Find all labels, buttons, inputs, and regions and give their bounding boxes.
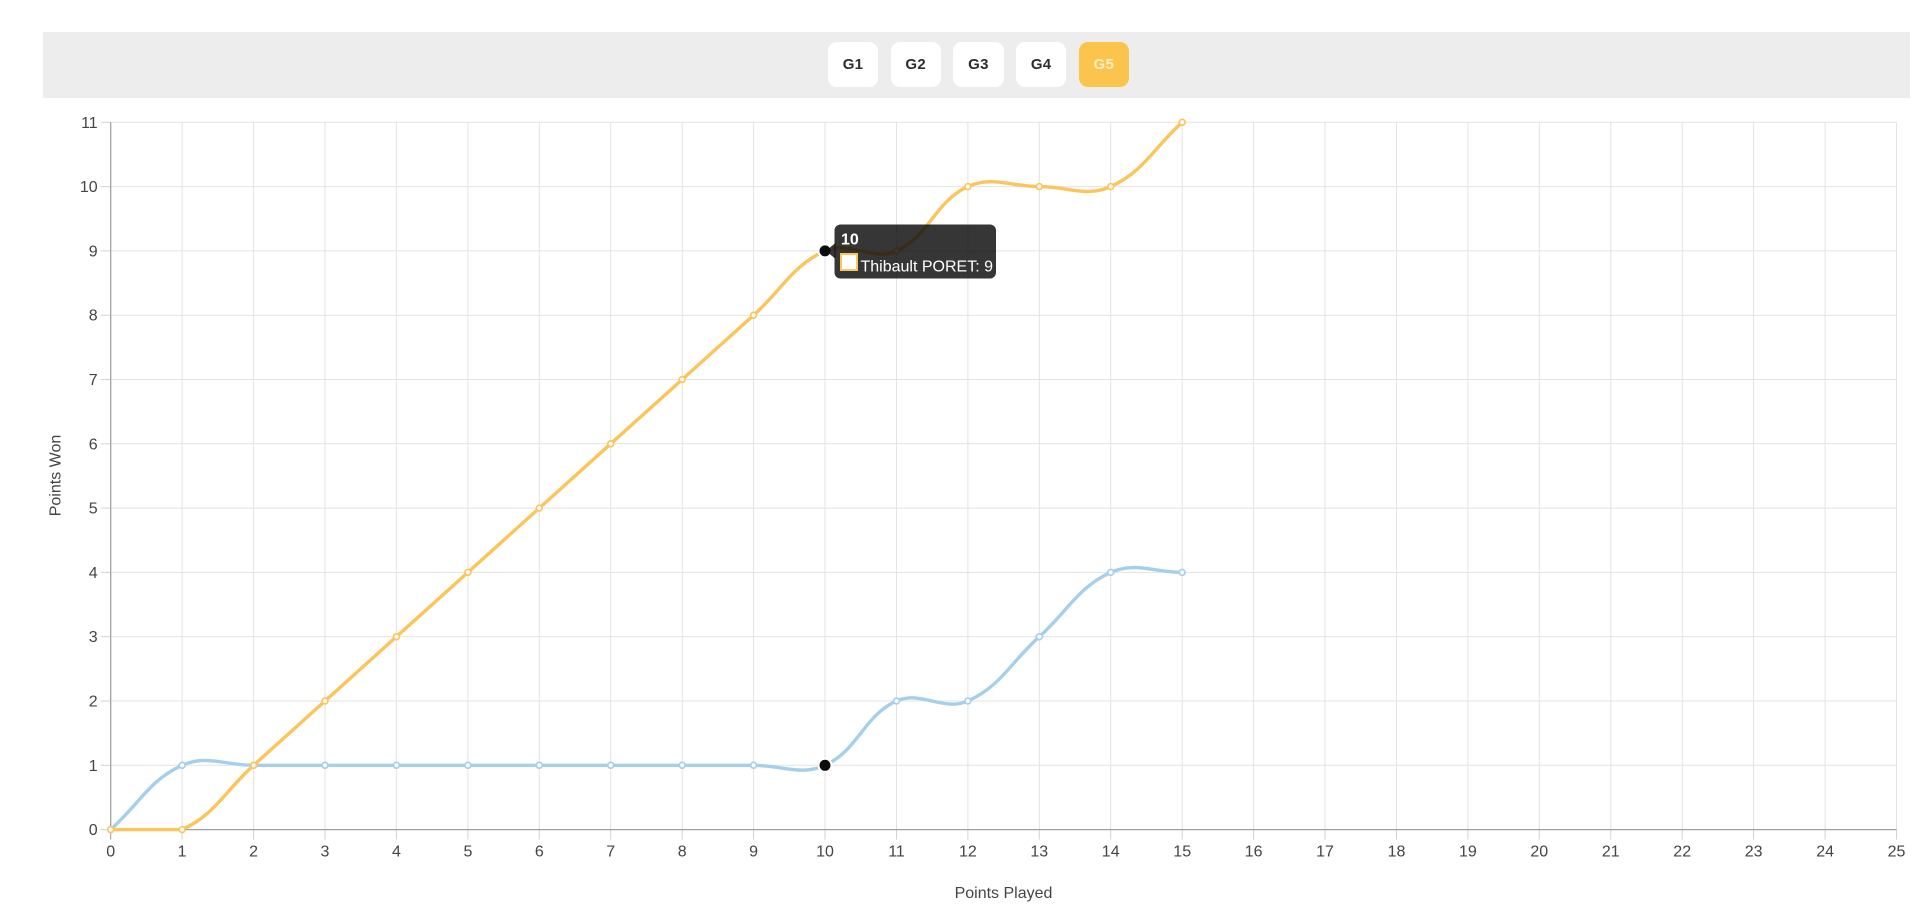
svg-text:11: 11 (888, 844, 905, 861)
svg-text:3: 3 (89, 629, 98, 646)
svg-text:4: 4 (89, 565, 98, 582)
svg-text:19: 19 (1459, 844, 1477, 861)
svg-text:7: 7 (89, 372, 98, 389)
svg-text:16: 16 (1245, 844, 1263, 861)
svg-text:10: 10 (841, 232, 859, 249)
svg-text:5: 5 (89, 501, 98, 518)
svg-text:17: 17 (1316, 844, 1334, 861)
svg-text:21: 21 (1602, 844, 1620, 861)
svg-text:9: 9 (89, 243, 98, 260)
svg-text:22: 22 (1673, 844, 1691, 861)
svg-text:5: 5 (463, 844, 472, 861)
svg-text:0: 0 (106, 844, 115, 861)
svg-text:12: 12 (959, 844, 977, 861)
svg-text:Thibault PORET: 9: Thibault PORET: 9 (861, 259, 994, 276)
svg-text:24: 24 (1816, 844, 1834, 861)
svg-text:Points Won: Points Won (48, 435, 65, 517)
svg-text:8: 8 (89, 308, 98, 325)
svg-text:7: 7 (606, 844, 615, 861)
svg-text:Points Played: Points Played (955, 885, 1053, 902)
svg-text:11: 11 (81, 115, 98, 132)
svg-text:10: 10 (80, 179, 98, 196)
svg-text:2: 2 (89, 694, 98, 711)
svg-text:6: 6 (535, 844, 544, 861)
svg-text:1: 1 (178, 844, 187, 861)
svg-text:15: 15 (1173, 844, 1191, 861)
svg-text:14: 14 (1102, 844, 1120, 861)
svg-text:6: 6 (89, 436, 98, 453)
svg-text:3: 3 (321, 844, 330, 861)
svg-text:25: 25 (1888, 844, 1906, 861)
svg-text:4: 4 (392, 844, 401, 861)
svg-text:8: 8 (678, 844, 687, 861)
svg-text:13: 13 (1030, 844, 1048, 861)
svg-text:1: 1 (89, 758, 98, 775)
svg-text:2: 2 (249, 844, 258, 861)
svg-text:18: 18 (1388, 844, 1406, 861)
svg-text:9: 9 (749, 844, 758, 861)
svg-text:23: 23 (1745, 844, 1763, 861)
svg-text:20: 20 (1530, 844, 1548, 861)
svg-text:10: 10 (816, 844, 834, 861)
svg-text:0: 0 (89, 822, 98, 839)
